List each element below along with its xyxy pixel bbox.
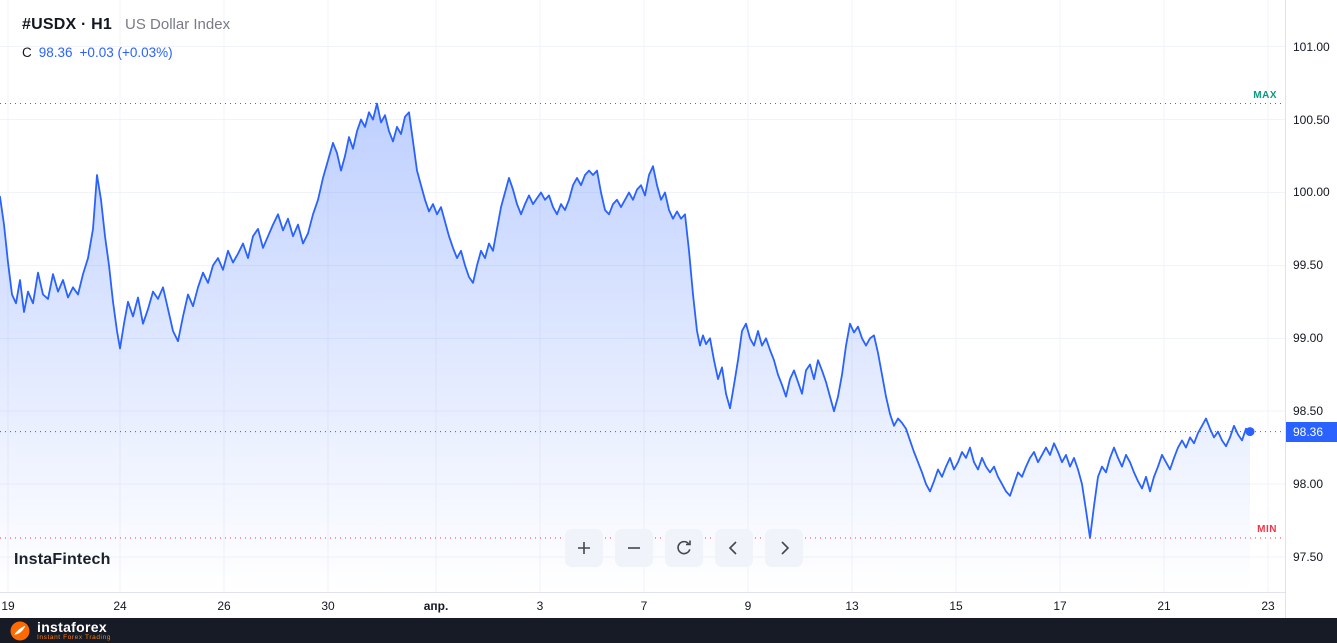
scroll-right-button[interactable] (765, 529, 803, 567)
time-tick-label: 30 (321, 599, 335, 613)
time-tick-label: 19 (1, 599, 15, 613)
price-tick-label: 97.50 (1293, 550, 1324, 564)
chevron-right-icon (775, 539, 793, 557)
watermark: InstaFintech (14, 551, 111, 568)
symbol-title-row: #USDX · H1 US Dollar Index (22, 14, 230, 36)
brand-text-block: instaforex Instant Forex Trading (37, 620, 111, 642)
symbol-legend: #USDX · H1 US Dollar Index C 98.36 +0.03… (22, 14, 230, 62)
time-tick-label: 15 (949, 599, 963, 613)
last-price-marker (1245, 427, 1255, 437)
symbol-values-row: C 98.36 +0.03 (+0.03%) (22, 44, 230, 62)
minus-icon (625, 539, 643, 557)
brand-name: instaforex (37, 618, 107, 635)
time-tick-label: 17 (1053, 599, 1067, 613)
time-tick-label: 26 (217, 599, 231, 613)
chart-canvas[interactable]: MAX MIN #USDX · H1 US Dollar Index C 98.… (0, 0, 1285, 592)
min-label: MIN (1257, 524, 1277, 536)
price-line (0, 102, 1251, 539)
price-chart-svg (0, 0, 1285, 592)
chevron-left-icon (725, 539, 743, 557)
brand-tagline: Instant Forex Trading (37, 633, 112, 641)
time-tick-label: 23 (1261, 599, 1275, 613)
time-tick-label: 3 (536, 599, 544, 613)
price-axis[interactable]: 98.36 101.00 100.50 100.00 99.50 99.00 98.50 9… (1285, 0, 1337, 618)
price-tick-label: 99.00 (1293, 331, 1324, 346)
instaforex-logo-icon (10, 621, 30, 641)
price-tick-label: 100.00 (1293, 185, 1330, 200)
reset-icon (675, 539, 693, 557)
time-axis[interactable]: 19 24 26 30 апр. 3 7 9 13 15 17 21 23 (0, 592, 1285, 618)
time-tick-label: 9 (744, 599, 752, 613)
last-price-badge: 98.36 (1286, 421, 1337, 442)
symbol-title: #USDX · H1 (22, 16, 113, 33)
zoom-in-button[interactable] (565, 529, 603, 567)
time-tick-label: 24 (113, 599, 127, 613)
price-tick-label: 100.50 (1293, 112, 1330, 127)
plus-icon (575, 539, 593, 557)
price-change-value: +0.03 (+0.03%) (79, 45, 173, 60)
reset-chart-button[interactable] (665, 529, 703, 567)
time-tick-label: 13 (845, 599, 859, 613)
zoom-out-button[interactable] (615, 529, 653, 567)
price-tick-label: 98.50 (1293, 404, 1324, 419)
price-tick-label: 98.00 (1293, 477, 1324, 492)
symbol-description: US Dollar Index (125, 16, 231, 33)
close-label: C (22, 45, 32, 60)
price-tick-label: 101.00 (1293, 39, 1330, 54)
last-price-value: 98.36 (38, 45, 73, 60)
area-fill (0, 103, 1250, 592)
chart-nav-toolbar (565, 529, 803, 567)
time-tick-label: апр. (423, 599, 449, 613)
scroll-left-button[interactable] (715, 529, 753, 567)
footer-brand-bar: instaforex Instant Forex Trading (0, 618, 1337, 643)
time-tick-label: 7 (640, 599, 648, 613)
max-label: MAX (1253, 89, 1277, 101)
price-tick-label: 99.50 (1293, 258, 1324, 273)
time-tick-label: 21 (1157, 599, 1171, 613)
